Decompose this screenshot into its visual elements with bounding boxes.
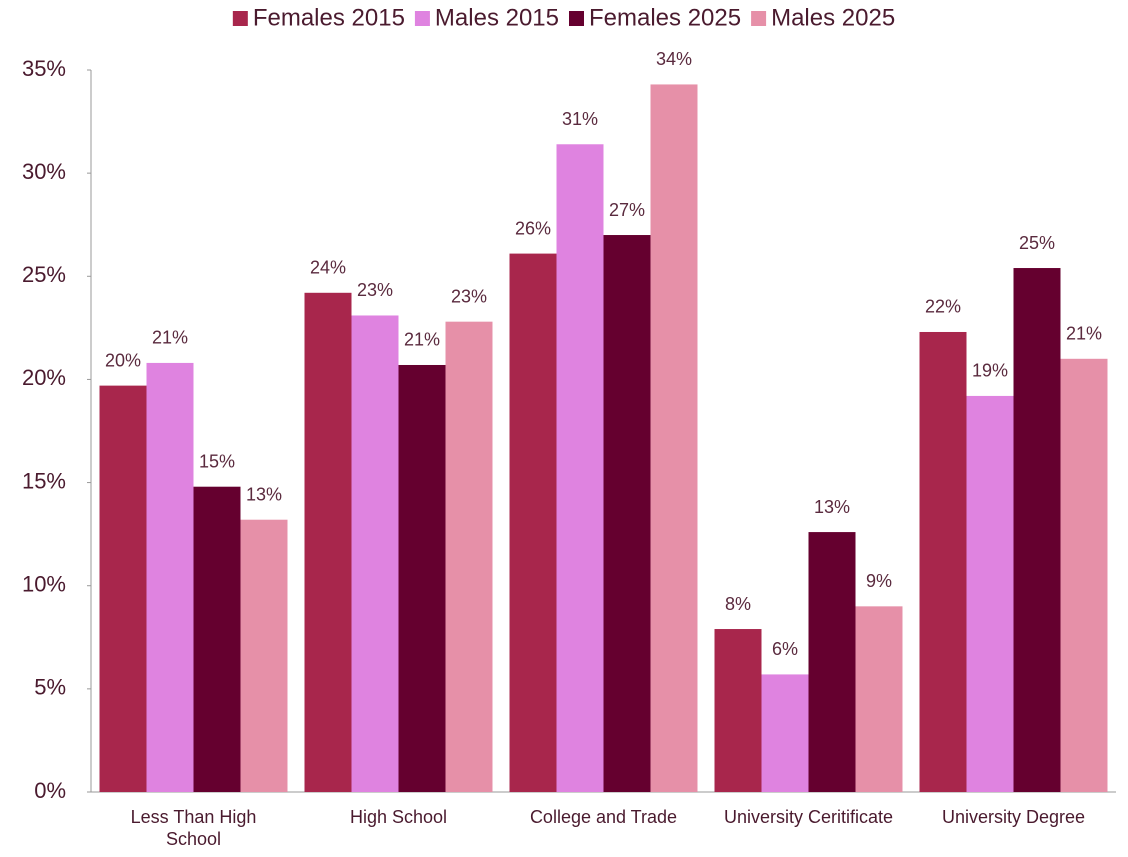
- y-tick-label: 15%: [22, 468, 66, 493]
- bar: [398, 364, 446, 792]
- value-label: 22%: [925, 297, 961, 317]
- legend-swatch: [569, 11, 584, 26]
- y-tick-label: 25%: [22, 262, 66, 287]
- x-tick-label: College and Trade: [529, 807, 678, 827]
- legend-label: Males 2025: [771, 4, 895, 31]
- bar: [966, 395, 1014, 792]
- value-label: 19%: [972, 361, 1008, 381]
- value-label: 24%: [310, 258, 346, 278]
- legend-swatch: [414, 11, 430, 26]
- legend-swatch: [232, 11, 248, 26]
- value-label: 21%: [152, 328, 188, 348]
- value-label: 13%: [814, 497, 850, 517]
- bar: [808, 532, 856, 792]
- bar: [603, 235, 651, 792]
- bar: [351, 315, 399, 792]
- value-label: 34%: [656, 49, 692, 69]
- value-label: 21%: [1066, 324, 1102, 344]
- bar: [1060, 358, 1108, 792]
- y-tick-label: 10%: [22, 572, 66, 597]
- value-label: 25%: [1019, 233, 1055, 253]
- value-label: 20%: [105, 350, 141, 370]
- y-tick-label: 5%: [34, 675, 66, 700]
- legend-label: Females 2015: [253, 4, 405, 31]
- y-tick-label: 0%: [34, 778, 66, 803]
- bar: [146, 362, 194, 792]
- value-label: 26%: [515, 218, 551, 238]
- value-label: 9%: [866, 571, 892, 591]
- bar: [919, 331, 967, 792]
- value-label: 23%: [357, 280, 393, 300]
- value-label: 8%: [725, 594, 751, 614]
- bar: [304, 292, 352, 792]
- bar: [445, 321, 493, 792]
- bar: [650, 84, 698, 792]
- value-label: 21%: [404, 330, 440, 350]
- bar: [761, 674, 809, 792]
- x-tick-label: University Ceritificate: [723, 807, 894, 827]
- bar: [855, 606, 903, 792]
- bar: [240, 519, 288, 792]
- legend-label: Females 2025: [589, 4, 741, 31]
- value-label: 27%: [609, 200, 645, 220]
- y-tick-label: 20%: [22, 365, 66, 390]
- bar: [1013, 268, 1061, 792]
- bar: [714, 629, 762, 792]
- bar: [556, 144, 604, 792]
- value-label: 31%: [562, 109, 598, 129]
- legend-swatch: [751, 11, 767, 26]
- bar: [509, 253, 557, 792]
- value-label: 6%: [772, 639, 798, 659]
- y-tick-label: 35%: [22, 56, 66, 81]
- value-label: 23%: [451, 286, 487, 306]
- x-tick-label: University Degree: [941, 807, 1086, 827]
- legend-label: Males 2015: [435, 4, 559, 31]
- value-label: 15%: [199, 451, 235, 471]
- value-label: 13%: [246, 484, 282, 504]
- x-tick-label: Less Than High School: [130, 807, 257, 849]
- bar: [193, 486, 241, 792]
- bar: [99, 385, 147, 792]
- x-tick-label: High School: [349, 807, 448, 827]
- y-tick-label: 30%: [22, 159, 66, 184]
